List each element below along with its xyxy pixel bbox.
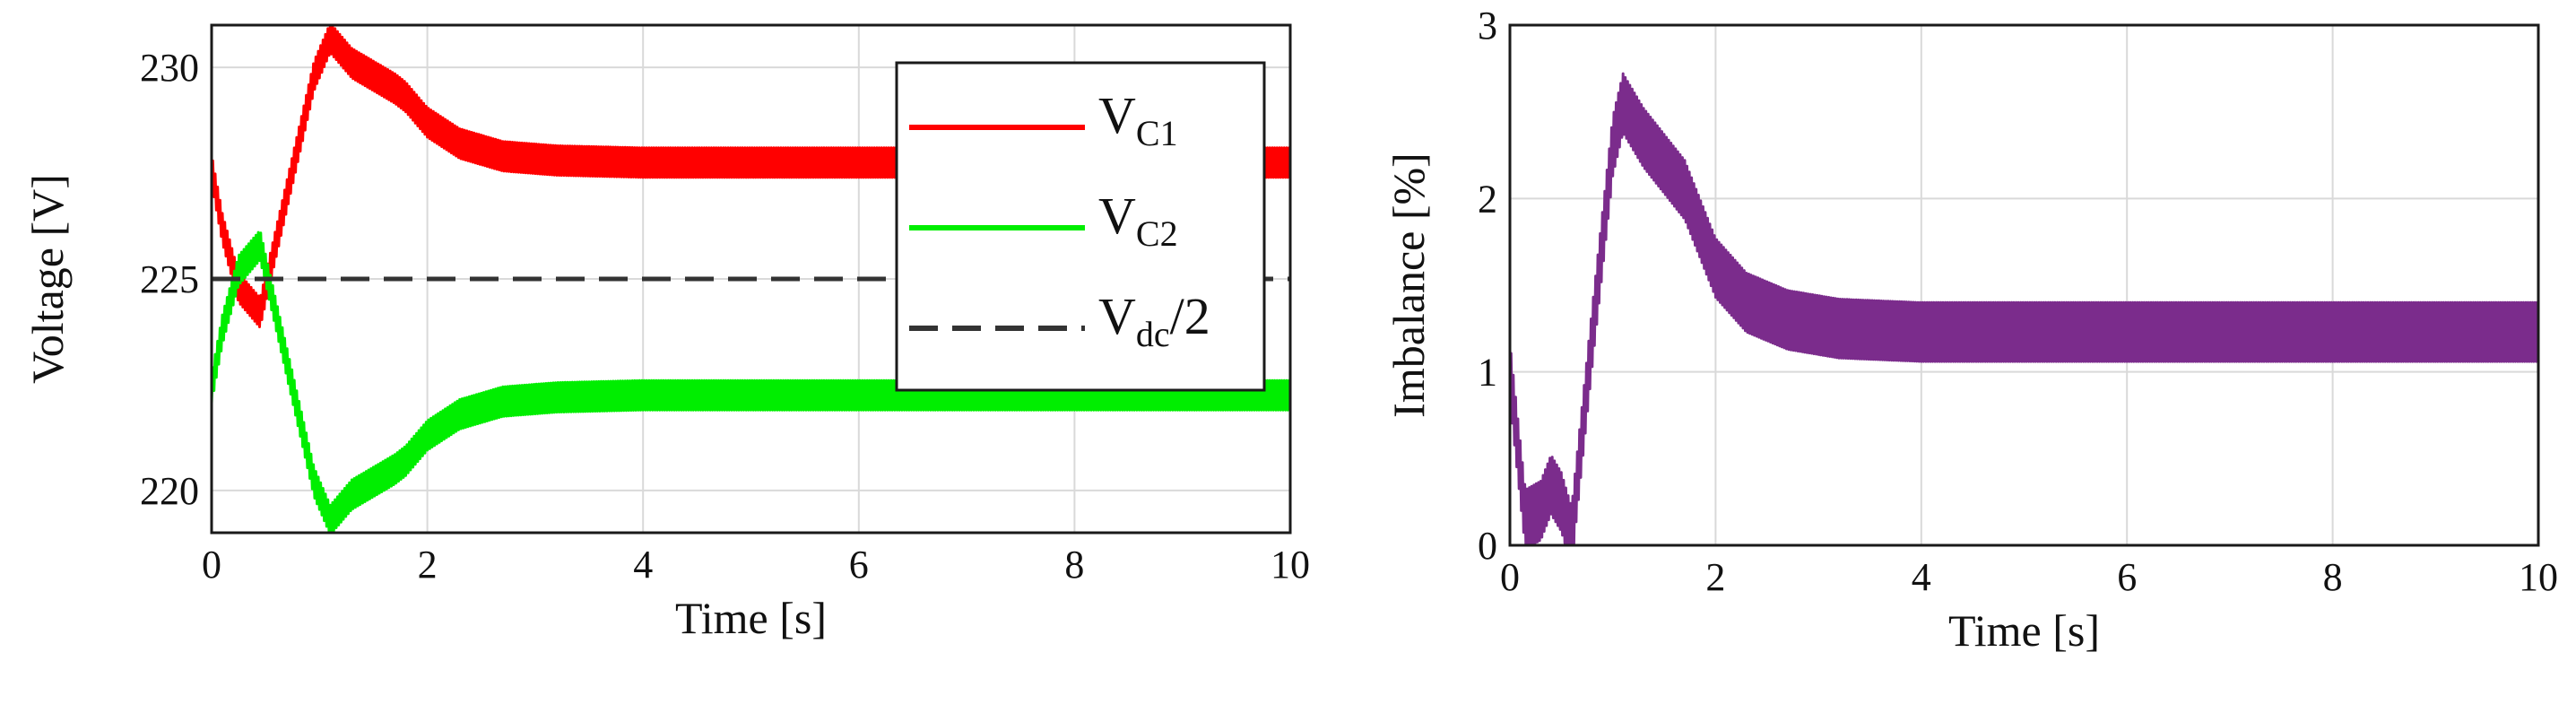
voltage-y-tick-220: 220 <box>140 469 199 513</box>
legend-label-vc1: VC1 <box>1098 86 1178 153</box>
voltage-x-tick-8: 8 <box>1064 543 1084 587</box>
imbalance-tick-labels: 0 2 4 6 8 10 0 1 2 3 <box>1478 4 2558 599</box>
legend-item-vdc-half: Vdc/2 <box>909 287 1210 354</box>
imbalance-x-tick-6: 6 <box>2117 555 2137 599</box>
series-line-imbalance <box>1508 72 2540 547</box>
imbalance-y-axis-label: Imbalance [%] <box>1383 152 1434 418</box>
imbalance-x-axis-label: Time [s] <box>1948 605 2100 656</box>
imbalance-y-tick-1: 1 <box>1478 351 1497 395</box>
imbalance-y-tick-2: 2 <box>1478 177 1497 221</box>
legend-item-vc2: VC2 <box>909 187 1178 254</box>
imbalance-x-tick-4: 4 <box>1912 555 1931 599</box>
imbalance-x-tick-0: 0 <box>1500 555 1520 599</box>
voltage-x-tick-6: 6 <box>849 543 869 587</box>
voltage-x-tick-2: 2 <box>418 543 438 587</box>
imbalance-chart: 0 2 4 6 8 10 0 1 2 3 Time [s] Imbalance [%] <box>1383 4 2558 656</box>
imbalance-x-tick-8: 8 <box>2323 555 2343 599</box>
voltage-y-tick-225: 225 <box>140 257 199 301</box>
voltage-y-tick-230: 230 <box>140 46 199 90</box>
voltage-chart: 0 2 4 6 8 10 220 225 230 Time [s] Voltage [V] VC… <box>22 23 1310 643</box>
legend-label-vdc-half: Vdc/2 <box>1098 287 1210 354</box>
imbalance-x-tick-2: 2 <box>1705 555 1725 599</box>
imbalance-series-group <box>1508 72 2540 547</box>
voltage-x-tick-0: 0 <box>202 543 221 587</box>
voltage-x-axis-label: Time [s] <box>675 593 827 643</box>
imbalance-gridlines <box>1510 25 2538 545</box>
voltage-tick-labels: 0 2 4 6 8 10 220 225 230 <box>140 46 1310 587</box>
imbalance-plot-frame <box>1508 23 2540 547</box>
voltage-legend: VC1 VC2 Vdc/2 <box>895 61 1266 392</box>
legend-item-vc1: VC1 <box>909 86 1178 153</box>
legend-label-vc2: VC2 <box>1098 187 1178 254</box>
voltage-plot-frame <box>210 23 1292 535</box>
imbalance-x-tick-10: 10 <box>2519 555 2558 599</box>
voltage-x-tick-10: 10 <box>1271 543 1310 587</box>
imbalance-y-tick-0: 0 <box>1478 524 1497 568</box>
imbalance-y-tick-3: 3 <box>1478 4 1497 48</box>
voltage-x-tick-4: 4 <box>633 543 653 587</box>
voltage-y-axis-label: Voltage [V] <box>22 174 73 384</box>
series-line-vc2 <box>210 230 1292 535</box>
